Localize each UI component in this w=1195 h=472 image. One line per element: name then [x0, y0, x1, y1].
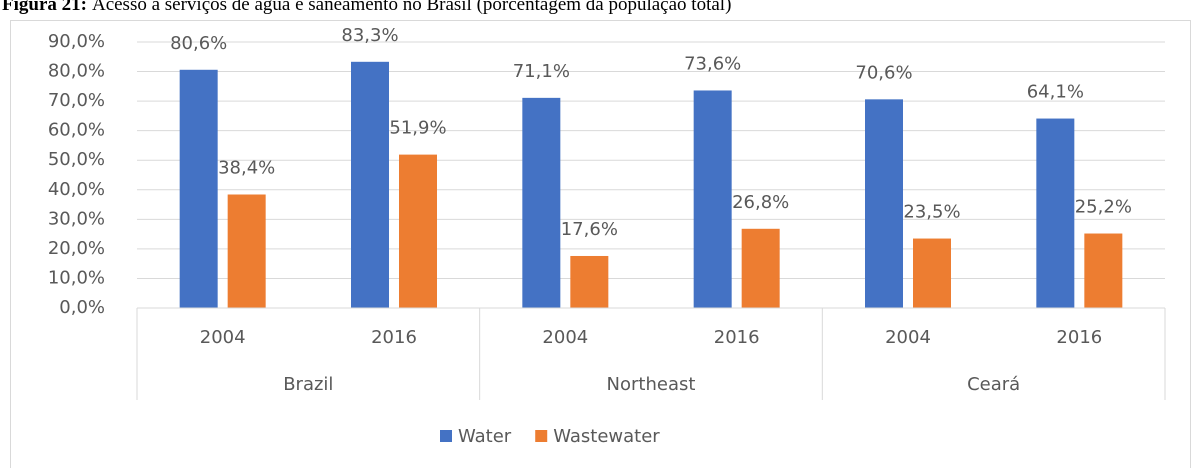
y-tick-label: 50,0% [48, 149, 105, 170]
caption: Figura 21: Acesso a serviços de água e sa… [2, 0, 731, 15]
legend-swatch [535, 430, 548, 442]
bar [865, 99, 903, 309]
data-label: 71,1% [513, 61, 570, 82]
y-tick-label: 20,0% [48, 238, 105, 259]
y-tick-label: 80,0% [48, 61, 105, 82]
bar [913, 238, 951, 308]
bar [1084, 233, 1123, 308]
y-tick-label: 40,0% [48, 179, 105, 200]
x-tick-label: 2016 [1056, 327, 1102, 348]
legend-swatch [440, 430, 452, 442]
legend-label: Wastewater [553, 426, 660, 447]
y-tick-label: 0,0% [59, 297, 105, 318]
group-label: Northeast [607, 374, 696, 395]
bar [741, 228, 780, 308]
bar [522, 97, 561, 308]
chart-border [10, 20, 1191, 472]
bar [351, 61, 389, 309]
x-tick-label: 2004 [542, 327, 588, 348]
group-label: Brazil [283, 374, 333, 395]
y-tick-label: 60,0% [48, 120, 105, 141]
caption-label: Figura 21: [2, 0, 87, 15]
y-tick-label: 30,0% [48, 208, 105, 229]
x-tick-label: 2016 [371, 327, 417, 348]
data-label: 83,3% [341, 25, 398, 46]
bar [570, 255, 609, 308]
y-tick-label: 90,0% [48, 31, 105, 52]
x-tick-label: 2016 [714, 327, 760, 348]
data-label: 51,9% [389, 118, 446, 139]
y-tick-label: 10,0% [48, 267, 105, 288]
group-label: Ceará [967, 374, 1020, 395]
data-label: 26,8% [732, 192, 789, 213]
data-label: 23,5% [903, 202, 960, 223]
data-label: 17,6% [561, 219, 618, 240]
data-label: 80,6% [170, 33, 227, 54]
bar [399, 154, 437, 308]
x-tick-label: 2004 [885, 327, 931, 348]
data-label: 38,4% [218, 158, 275, 179]
y-tick-label: 70,0% [48, 90, 105, 111]
data-label: 70,6% [855, 62, 912, 83]
bar [227, 194, 266, 308]
data-label: 64,1% [1027, 82, 1084, 103]
legend-label: Water [458, 426, 512, 447]
bar [1036, 118, 1075, 308]
data-label: 25,2% [1075, 197, 1132, 218]
bar [693, 90, 732, 309]
x-tick-label: 2004 [200, 327, 246, 348]
bar [179, 69, 218, 308]
data-label: 73,6% [684, 53, 741, 74]
chart-title: Acesso a serviços de água e saneamento n… [92, 0, 731, 15]
